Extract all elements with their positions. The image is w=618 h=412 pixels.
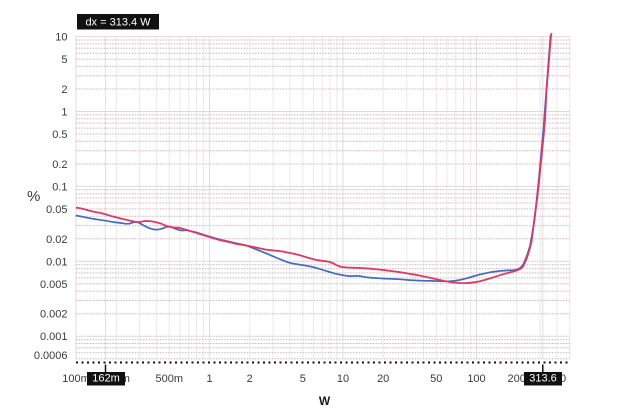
svg-text:0.05: 0.05: [46, 204, 67, 216]
svg-text:162m: 162m: [92, 373, 120, 385]
svg-text:0.01: 0.01: [46, 256, 67, 268]
svg-text:0.2: 0.2: [52, 159, 67, 171]
svg-text:%: %: [27, 188, 40, 205]
svg-text:dx = 313.4 W: dx = 313.4 W: [85, 17, 151, 29]
svg-text:1: 1: [61, 107, 67, 119]
svg-text:2: 2: [61, 84, 67, 96]
svg-text:5: 5: [300, 373, 306, 385]
svg-text:W: W: [319, 394, 331, 408]
svg-text:10: 10: [55, 32, 67, 44]
svg-text:0.5: 0.5: [52, 129, 67, 141]
svg-text:0.0006: 0.0006: [34, 350, 68, 362]
svg-text:0.02: 0.02: [46, 234, 67, 246]
svg-text:100: 100: [467, 373, 485, 385]
svg-text:100m: 100m: [62, 373, 90, 385]
svg-text:200: 200: [508, 373, 526, 385]
svg-text:0.1: 0.1: [52, 181, 67, 193]
svg-text:313.6: 313.6: [529, 373, 557, 385]
svg-text:0.001: 0.001: [40, 331, 68, 343]
svg-text:2: 2: [247, 373, 253, 385]
svg-text:20: 20: [377, 373, 389, 385]
svg-text:0.005: 0.005: [40, 279, 68, 291]
svg-text:500m: 500m: [156, 373, 184, 385]
svg-text:5: 5: [61, 54, 67, 66]
svg-text:1: 1: [206, 373, 212, 385]
svg-text:0.002: 0.002: [40, 309, 68, 321]
svg-text:10: 10: [337, 373, 349, 385]
svg-text:50: 50: [430, 373, 442, 385]
